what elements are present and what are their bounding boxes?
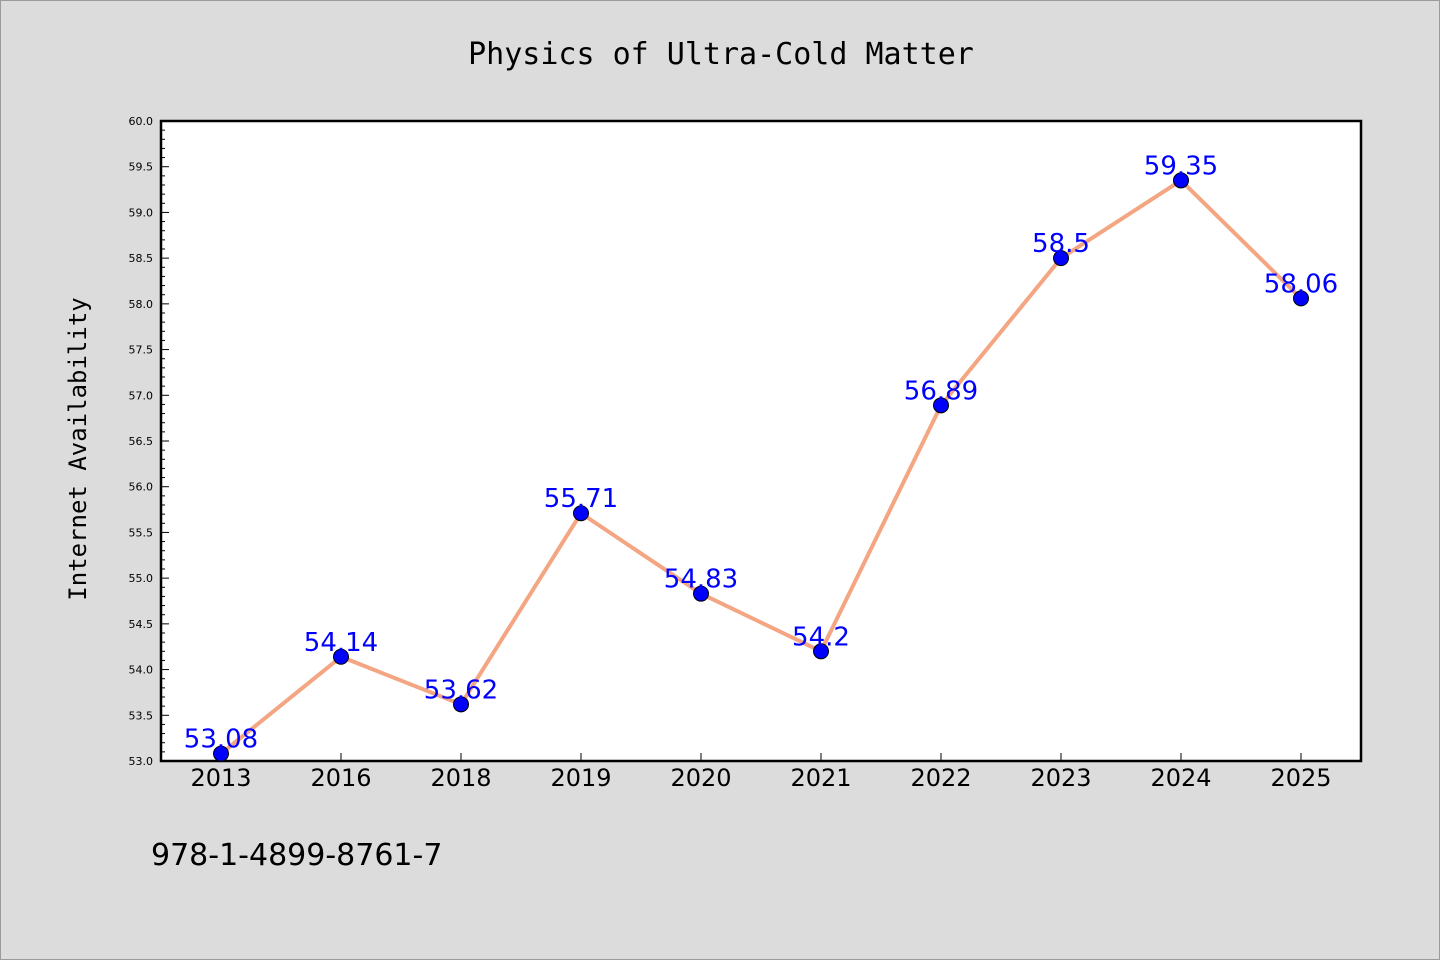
isbn-annotation: 978-1-4899-8761-7 xyxy=(151,838,442,873)
data-point xyxy=(213,745,229,762)
y-tick-label: 60.0 xyxy=(129,115,154,128)
series-line xyxy=(219,178,1303,756)
data-point xyxy=(1053,250,1069,267)
x-tick-label: 2020 xyxy=(670,764,731,792)
data-label: 59.35 xyxy=(1144,151,1218,181)
data-label: 55.71 xyxy=(544,484,618,514)
data-label: 54.14 xyxy=(304,628,378,658)
data-label: 56.89 xyxy=(904,376,978,406)
data-label: 54.2 xyxy=(792,622,850,652)
y-tick-label: 59.5 xyxy=(129,161,154,174)
x-tick-label: 2016 xyxy=(310,764,371,792)
y-tick-label: 58.0 xyxy=(129,298,154,311)
y-tick-label: 53.5 xyxy=(129,709,154,722)
y-axis-label: Internet Availability xyxy=(64,297,92,600)
data-point xyxy=(573,505,589,522)
plot-area xyxy=(159,119,1363,763)
x-tick-label: 2025 xyxy=(1270,764,1331,792)
data-label: 53.62 xyxy=(424,675,498,705)
y-tick-label: 56.0 xyxy=(129,481,154,494)
chart-title: Physics of Ultra-Cold Matter xyxy=(468,37,974,72)
x-tick-label: 2023 xyxy=(1030,764,1091,792)
data-markers xyxy=(213,172,1309,762)
x-tick-label: 2021 xyxy=(790,764,851,792)
data-point xyxy=(1293,290,1309,307)
data-label: 58.5 xyxy=(1032,229,1090,259)
x-tick-label: 2024 xyxy=(1150,764,1211,792)
x-tick-label: 2013 xyxy=(190,764,251,792)
y-tick-label: 58.5 xyxy=(129,252,154,265)
data-point xyxy=(693,585,709,602)
y-axis-ticks: 53.0 53.5 54.0 54.5 55.0 55.5 56.0 56.5 57.0 57.5… xyxy=(129,115,169,768)
y-tick-label: 57.5 xyxy=(129,344,154,357)
data-label: 54.83 xyxy=(664,565,738,595)
y-tick-label: 56.5 xyxy=(129,435,154,448)
data-point xyxy=(933,397,949,414)
y-tick-label: 54.5 xyxy=(129,618,154,631)
y-tick-label: 55.5 xyxy=(129,526,154,539)
y-tick-label: 59.0 xyxy=(129,206,154,219)
y-tick-label: 53.0 xyxy=(129,755,154,768)
y-tick-label: 55.0 xyxy=(129,572,154,585)
y-tick-label: 57.0 xyxy=(129,389,154,402)
data-point xyxy=(333,648,349,665)
series-line-group xyxy=(219,178,1303,756)
x-tick-label: 2018 xyxy=(430,764,491,792)
data-label: 53.08 xyxy=(184,725,258,755)
data-labels: 53.08 54.14 53.62 55.71 54.83 54.2 56.89 58.5 59… xyxy=(184,151,1338,754)
data-point xyxy=(453,696,469,713)
data-point xyxy=(1173,172,1189,189)
x-tick-label: 2022 xyxy=(910,764,971,792)
x-tick-label: 2019 xyxy=(550,764,611,792)
x-axis-ticks: 2013 2016 2018 2019 2020 2021 2022 2023 2024 2025 xyxy=(190,753,1332,792)
y-tick-label: 54.0 xyxy=(129,664,154,677)
data-label: 58.06 xyxy=(1264,269,1338,299)
data-point xyxy=(813,643,829,660)
